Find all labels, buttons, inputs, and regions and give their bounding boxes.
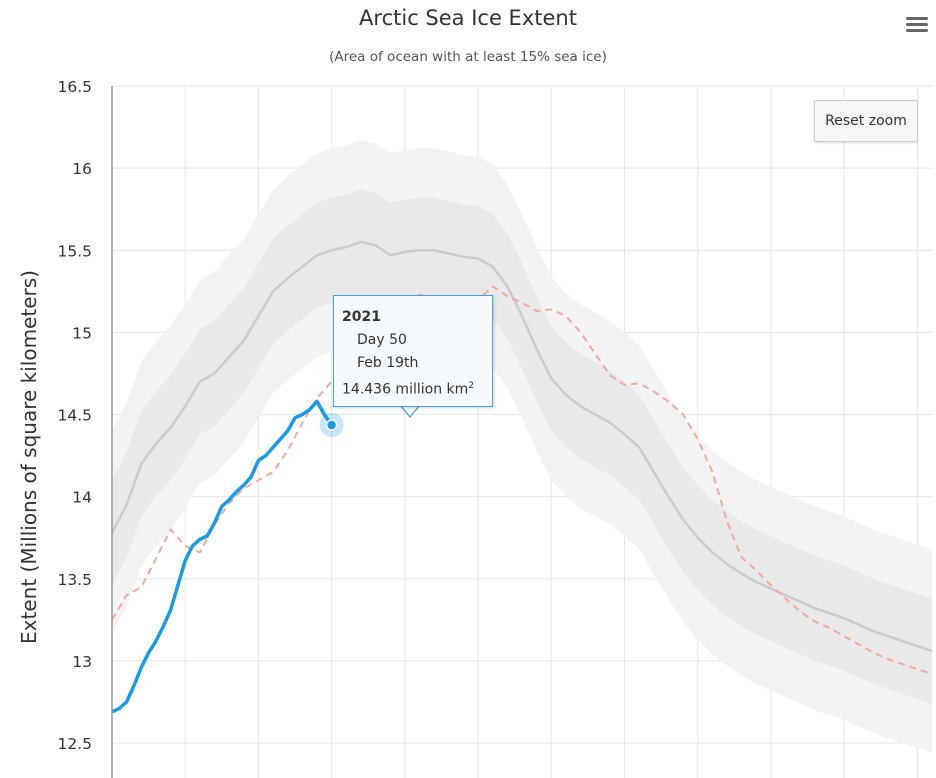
y-tick-label: 16.5 [57, 78, 92, 96]
y-axis: 16.5 16 15.5 15 14.5 14 13.5 13 12.5 [57, 78, 113, 778]
series-comparison-dashed [111, 285, 933, 675]
y-tick-label: 16 [72, 160, 92, 178]
y-tick-label: 15 [72, 324, 92, 342]
y-tick-label: 13 [72, 653, 92, 671]
range-band-inner [112, 189, 932, 704]
y-tick-label: 13.5 [57, 571, 92, 589]
range-bands [112, 140, 932, 753]
tooltip-value: 14.436 million km2 [342, 381, 475, 398]
tooltip: 2021 Day 50 Feb 19th 14.436 million km2 [333, 295, 493, 407]
y-tick-label: 12.5 [57, 735, 92, 753]
hover-point [325, 419, 338, 431]
reset-zoom-button[interactable]: Reset zoom [814, 100, 918, 142]
y-tick-label: 14.5 [57, 407, 92, 425]
series-lines [110, 240, 933, 714]
hamburger-menu-icon[interactable] [903, 14, 931, 38]
hover-marker [319, 413, 344, 438]
series-median-line [110, 240, 933, 653]
tooltip-date: Feb 19th [357, 355, 419, 371]
chart-title: Arctic Sea Ice Extent [359, 6, 577, 30]
tooltip-year: 2021 [342, 309, 381, 325]
y-axis-title: Extent (Millions of square kilometers) [17, 270, 41, 644]
tooltip-day: Day 50 [357, 332, 407, 348]
chart-subtitle: (Area of ocean with at least 15% sea ice… [329, 49, 607, 65]
series-2021-line [111, 399, 334, 714]
y-tick-label: 15.5 [57, 242, 92, 260]
y-tick-label: 14 [72, 489, 92, 507]
